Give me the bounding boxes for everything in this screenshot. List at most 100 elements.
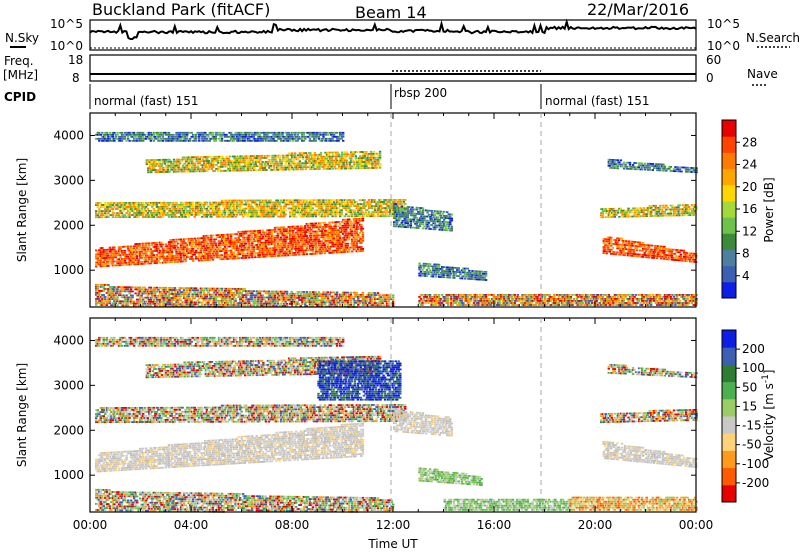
radar-cell	[242, 215, 245, 218]
radar-cell	[229, 207, 233, 210]
radar-cell	[216, 209, 219, 212]
radar-cell	[204, 257, 207, 260]
radar-cell	[331, 137, 334, 140]
radar-cell	[285, 234, 289, 237]
radar-cell	[240, 203, 243, 206]
radar-cell	[239, 239, 242, 241]
radar-cell	[361, 237, 365, 240]
radar-cell	[298, 237, 301, 240]
radar-cell	[328, 227, 331, 230]
radar-cell	[146, 202, 149, 204]
radar-cell	[176, 248, 180, 251]
radar-cell	[381, 215, 384, 218]
radar-cell	[186, 252, 189, 255]
radar-cell	[313, 222, 316, 225]
radar-cell	[157, 251, 160, 254]
radar-cell	[261, 251, 265, 254]
radar-cell	[334, 157, 338, 160]
radar-cell	[131, 208, 134, 210]
radar-cell	[292, 158, 295, 161]
radar-cell	[276, 242, 280, 245]
radar-cell	[245, 155, 248, 158]
radar-cell	[234, 247, 237, 250]
radar-cell	[393, 201, 396, 203]
radar-cell	[187, 209, 190, 212]
radar-cell	[131, 214, 134, 216]
radar-cell	[357, 220, 360, 222]
radar-cell	[101, 251, 104, 253]
radar-cell	[196, 247, 199, 250]
radar-cell	[132, 204, 136, 206]
radar-cell	[223, 248, 227, 250]
radar-cell	[375, 167, 379, 169]
radar-cell	[252, 199, 255, 202]
radar-cell	[415, 216, 419, 219]
radar-cell	[290, 213, 293, 216]
radar-cell	[122, 133, 125, 136]
radar-cell	[332, 211, 336, 214]
radar-cell	[117, 216, 121, 218]
radar-cell	[223, 213, 227, 216]
radar-cell	[161, 208, 165, 210]
radar-cell	[170, 249, 174, 251]
radar-cell	[284, 254, 287, 257]
radar-cell	[148, 258, 151, 261]
radar-cell	[274, 158, 277, 161]
radar-cell	[163, 160, 167, 163]
radar-cell	[241, 161, 244, 164]
radar-cell	[99, 206, 102, 208]
radar-cell	[255, 246, 258, 248]
radar-cell	[385, 201, 389, 203]
radar-cell	[164, 257, 168, 260]
radar-cell	[267, 213, 271, 216]
radar-cell	[104, 257, 107, 259]
radar-cell	[273, 255, 277, 257]
radar-cell	[248, 207, 251, 210]
radar-cell	[313, 156, 317, 158]
radar-cell	[284, 238, 287, 241]
radar-cell	[217, 201, 221, 204]
radar-cell	[354, 201, 357, 203]
radar-cell	[285, 244, 289, 247]
radar-cell	[242, 207, 245, 210]
radar-cell	[276, 232, 280, 235]
radar-cell	[381, 211, 384, 213]
radar-cell	[411, 210, 414, 213]
radar-cell	[217, 209, 221, 212]
radar-cell	[241, 165, 244, 168]
radar-cell	[334, 243, 337, 246]
radar-cell	[236, 165, 239, 168]
radar-cell	[184, 156, 188, 159]
radar-cell	[213, 238, 216, 241]
radar-cell	[169, 245, 172, 247]
radar-cell	[273, 243, 277, 245]
radar-cell	[308, 215, 312, 218]
radar-cell	[357, 211, 360, 214]
radar-cell	[310, 228, 313, 231]
radar-cell	[213, 155, 217, 158]
radar-cell	[305, 229, 308, 231]
radar-cell	[385, 209, 389, 211]
radar-cell	[114, 254, 118, 257]
nave-top-tick: 60	[706, 53, 721, 67]
radar-cell	[421, 209, 425, 212]
radar-cell	[295, 211, 298, 214]
radar-cell	[179, 238, 183, 241]
radar-cell	[328, 211, 331, 214]
radar-cell	[231, 241, 234, 244]
radar-cell	[104, 251, 107, 253]
radar-cell	[310, 238, 313, 241]
radar-cell	[335, 229, 339, 232]
radar-cell	[119, 202, 122, 204]
radar-cell	[188, 166, 191, 169]
radar-cell	[281, 215, 284, 218]
radar-cell	[134, 214, 137, 216]
radar-cell	[123, 260, 127, 262]
radar-cell	[179, 201, 183, 204]
radar-cell	[281, 211, 284, 214]
radar-cell	[187, 240, 190, 242]
radar-cell	[326, 133, 330, 136]
radar-cell	[181, 170, 185, 173]
radar-cell	[192, 241, 195, 244]
radar-cell	[308, 239, 312, 241]
